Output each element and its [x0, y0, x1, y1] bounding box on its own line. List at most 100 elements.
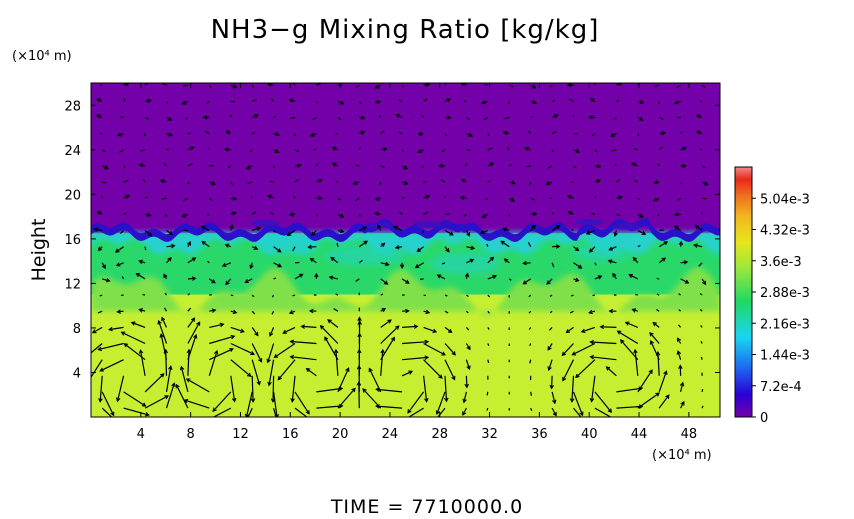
wind-arrow: [573, 407, 582, 417]
wind-arrow-head: [588, 115, 593, 120]
wind-arrow: [329, 276, 339, 280]
wind-arrow-head: [673, 225, 679, 230]
wind-arrow: [466, 258, 474, 264]
wind-arrow: [590, 356, 617, 361]
wind-arrow: [293, 133, 296, 137]
wind-arrow: [287, 230, 296, 236]
wind-arrow-head: [138, 308, 144, 313]
wind-arrow-head: [567, 195, 572, 200]
wind-arrow: [569, 310, 574, 314]
wind-arrow: [589, 246, 596, 253]
wind-arrow-head: [432, 328, 438, 334]
wind-arrow: [500, 240, 510, 248]
wind-arrow-head: [221, 262, 227, 268]
colorbar-tick-label: 4.32e-3: [760, 224, 810, 239]
wind-arrow-head: [589, 354, 595, 360]
wind-arrow-head: [619, 83, 623, 86]
wind-arrow: [483, 116, 489, 121]
wind-arrow: [549, 294, 553, 297]
wind-arrow: [97, 310, 103, 314]
wind-arrow-head: [91, 329, 97, 334]
wind-arrow-head: [266, 194, 272, 199]
wind-arrow: [293, 195, 296, 199]
wind-arrow: [294, 149, 300, 153]
wind-arrow: [591, 133, 596, 137]
wind-arrow-head: [273, 353, 279, 359]
wind-arrow-head: [219, 322, 225, 328]
wind-arrow: [355, 197, 360, 202]
wind-arrow: [310, 258, 317, 264]
wind-arrow-head: [202, 115, 208, 120]
wind-arrow: [230, 294, 234, 297]
x-tick-label: 16: [282, 427, 299, 442]
wind-arrow: [423, 359, 443, 379]
wind-arrow: [551, 262, 555, 268]
wind-arrow: [700, 340, 703, 344]
wind-arrow: [124, 343, 146, 361]
wind-arrow: [99, 359, 124, 372]
wind-arrow-head: [97, 246, 103, 252]
wind-arrow: [658, 371, 667, 393]
wind-arrow: [327, 319, 339, 328]
wind-arrow: [324, 336, 339, 361]
wind-arrow-head: [673, 212, 679, 217]
wind-arrow-head: [618, 195, 624, 200]
wind-arrow: [487, 294, 491, 298]
wind-arrow-head: [599, 324, 605, 330]
wind-arrow: [480, 229, 489, 234]
wind-arrow: [616, 99, 620, 102]
wind-arrow-head: [511, 180, 516, 185]
mixing-blob: [325, 245, 406, 266]
wind-arrow-head: [502, 227, 508, 232]
wind-arrow: [251, 132, 256, 135]
wind-arrow-head: [170, 243, 176, 249]
wind-arrow-head: [684, 279, 690, 284]
wind-arrow-head: [345, 367, 350, 372]
wind-arrow: [592, 294, 596, 297]
wind-arrow-head: [383, 280, 389, 285]
wind-arrow-head: [648, 369, 653, 374]
wind-arrow-head: [360, 130, 366, 135]
wind-arrow: [530, 407, 533, 412]
wind-arrow: [230, 181, 234, 186]
wind-arrow: [594, 391, 612, 413]
wind-arrow: [208, 350, 218, 376]
wind-arrow: [699, 308, 703, 312]
wind-arrow-head: [609, 132, 615, 138]
wind-arrow: [551, 131, 557, 135]
wind-arrow: [165, 383, 175, 409]
wind-arrow-head: [330, 256, 335, 262]
wind-arrow: [466, 294, 469, 297]
wind-arrow: [444, 359, 456, 380]
wind-arrow-head: [249, 264, 254, 270]
wind-arrow-head: [211, 279, 216, 284]
wind-arrow-head: [417, 131, 423, 137]
wind-arrow-head: [186, 240, 191, 246]
wind-arrow: [290, 116, 296, 120]
wind-arrow-head: [589, 339, 594, 345]
wind-arrow: [101, 391, 115, 416]
wind-arrow: [694, 244, 703, 248]
wind-arrow-head: [147, 232, 153, 237]
wind-arrow: [245, 391, 253, 417]
wind-arrow: [487, 275, 497, 280]
wind-arrow-head: [470, 245, 476, 251]
wind-arrow-head: [286, 231, 292, 237]
wind-arrow: [486, 243, 489, 247]
wind-arrow-head: [531, 84, 537, 89]
colorbar-tick-label: 5.04e-3: [760, 192, 810, 207]
wind-arrow: [486, 391, 489, 396]
wind-arrow: [139, 350, 146, 376]
wind-arrow-head: [144, 412, 150, 417]
wind-arrow-head: [288, 310, 294, 315]
wind-arrow-head: [357, 316, 362, 322]
wind-arrow: [700, 211, 703, 215]
wind-arrow-head: [266, 358, 271, 364]
wind-arrow: [437, 274, 446, 280]
wind-arrow: [551, 375, 553, 389]
wind-arrow: [695, 224, 703, 231]
wind-arrow: [208, 197, 213, 202]
wind-arrow: [465, 327, 470, 331]
wind-arrow: [698, 262, 703, 267]
colorbar-tick-label: 2.88e-3: [760, 286, 810, 301]
